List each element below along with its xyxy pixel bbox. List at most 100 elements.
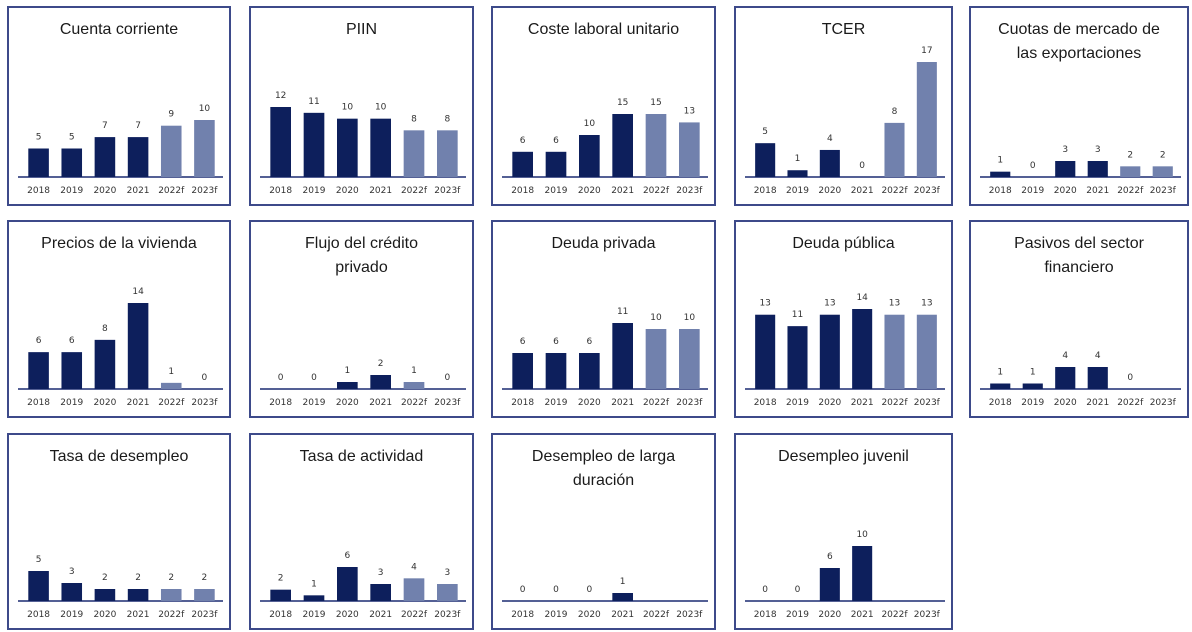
data-label: 6 bbox=[586, 337, 592, 347]
data-label: 8 bbox=[444, 114, 450, 124]
chart-title: PIIN bbox=[345, 21, 378, 38]
x-tick-label: 2021 bbox=[127, 186, 150, 196]
bar bbox=[1120, 166, 1141, 177]
x-tick-label: 2018 bbox=[269, 610, 292, 620]
data-label: 1 bbox=[997, 368, 1003, 378]
x-tick-label: 2018 bbox=[27, 398, 50, 408]
x-tick-label: 2022f bbox=[881, 398, 908, 408]
bar bbox=[337, 118, 358, 177]
data-label: 2 bbox=[1160, 150, 1166, 160]
x-tick-label: 2021 bbox=[611, 186, 634, 196]
data-label: 17 bbox=[921, 46, 932, 56]
data-label: 2 bbox=[378, 359, 384, 369]
bar bbox=[990, 383, 1011, 389]
bar-chart: 1 2018 0 2019 3 2020 3 2021 2 2022f 2 2023f bbox=[980, 145, 1181, 196]
bar-chart: 0 2018 0 2019 6 2020 10 2021 2022f 2023f bbox=[745, 530, 945, 620]
data-label: 11 bbox=[792, 310, 803, 320]
bar bbox=[819, 149, 840, 177]
x-tick-label: 2023f bbox=[676, 398, 703, 408]
bar bbox=[679, 329, 700, 389]
bar bbox=[852, 546, 873, 601]
bar bbox=[545, 353, 567, 389]
bar-chart: 0 2018 0 2019 0 2020 1 2021 2022f 2023f bbox=[502, 577, 708, 620]
chart-panel: Precios de la vivienda 6 2018 6 2019 8 2020 14 2… bbox=[7, 220, 231, 418]
bar-chart: 6 2018 6 2019 10 2020 15 2021 15 2022f 13 2023f bbox=[502, 98, 708, 196]
x-tick-label: 2021 bbox=[611, 610, 634, 620]
bar-chart: 5 2018 1 2019 4 2020 0 2021 8 2022f 17 2023f bbox=[745, 46, 945, 196]
x-tick-label: 2022f bbox=[881, 610, 908, 620]
bar bbox=[28, 571, 49, 601]
chart-panel: PIIN 12 2018 11 2019 10 2020 10 2021 8 2022f 8 2023f bbox=[249, 6, 474, 206]
bar bbox=[403, 130, 425, 177]
data-label: 6 bbox=[553, 337, 559, 347]
x-tick-label: 2021 bbox=[1086, 186, 1109, 196]
data-label: 7 bbox=[135, 121, 141, 131]
bar bbox=[160, 589, 182, 601]
bar bbox=[787, 326, 808, 389]
bar bbox=[787, 170, 808, 177]
x-tick-label: 2020 bbox=[818, 186, 841, 196]
data-label: 4 bbox=[411, 562, 417, 572]
x-tick-label: 2023f bbox=[191, 398, 218, 408]
x-tick-label: 2023f bbox=[434, 186, 461, 196]
x-tick-label: 2019 bbox=[545, 186, 568, 196]
x-tick-label: 2021 bbox=[369, 398, 392, 408]
bar bbox=[127, 137, 149, 177]
data-label: 2 bbox=[278, 574, 284, 584]
bar bbox=[370, 118, 391, 177]
data-label: 0 bbox=[1030, 161, 1036, 171]
data-label: 14 bbox=[132, 287, 144, 297]
x-tick-label: 2018 bbox=[754, 610, 777, 620]
chart-panel: Cuotas de mercado de las exportaciones 1 2… bbox=[969, 6, 1189, 206]
x-tick-label: 2018 bbox=[989, 186, 1012, 196]
chart-panel: Coste laboral unitario 6 2018 6 2019 10 2020 15… bbox=[491, 6, 716, 206]
x-tick-label: 2022f bbox=[643, 398, 670, 408]
x-tick-label: 2018 bbox=[269, 398, 292, 408]
bar bbox=[612, 323, 633, 389]
bar bbox=[545, 151, 567, 177]
data-label: 8 bbox=[411, 114, 417, 124]
x-tick-label: 2021 bbox=[611, 398, 634, 408]
bar bbox=[579, 135, 600, 177]
data-label: 6 bbox=[520, 337, 526, 347]
data-label: 13 bbox=[759, 299, 770, 309]
chart-title: Flujo del crédito privado bbox=[305, 235, 418, 276]
x-tick-label: 2020 bbox=[93, 610, 116, 620]
data-label: 15 bbox=[650, 98, 661, 108]
x-tick-label: 2018 bbox=[989, 398, 1012, 408]
x-tick-label: 2019 bbox=[545, 610, 568, 620]
bar bbox=[579, 353, 600, 389]
bar bbox=[916, 62, 937, 177]
x-tick-label: 2021 bbox=[369, 186, 392, 196]
data-label: 8 bbox=[892, 107, 898, 117]
data-label: 13 bbox=[684, 106, 695, 116]
data-label: 1 bbox=[1030, 368, 1036, 378]
chart-panel: Desempleo juvenil 0 2018 0 2019 6 2020 10 2021 20… bbox=[734, 433, 953, 630]
x-tick-label: 2020 bbox=[336, 610, 359, 620]
x-tick-label: 2020 bbox=[1054, 398, 1077, 408]
x-tick-label: 2021 bbox=[851, 398, 874, 408]
x-tick-label: 2023f bbox=[1150, 186, 1177, 196]
bar bbox=[194, 120, 215, 177]
x-tick-label: 2023f bbox=[434, 610, 461, 620]
bar bbox=[1055, 161, 1076, 177]
x-tick-label: 2019 bbox=[545, 398, 568, 408]
bar bbox=[1087, 161, 1108, 177]
data-label: 11 bbox=[308, 97, 319, 107]
x-tick-label: 2020 bbox=[578, 610, 601, 620]
data-label: 6 bbox=[553, 136, 559, 146]
data-label: 13 bbox=[824, 299, 835, 309]
bar-chart: 6 2018 6 2019 6 2020 11 2021 10 2022f 10 2023f bbox=[502, 307, 708, 408]
data-label: 2 bbox=[102, 573, 108, 583]
x-tick-label: 2022f bbox=[158, 186, 185, 196]
bar bbox=[679, 122, 700, 177]
x-tick-label: 2022f bbox=[401, 186, 428, 196]
data-label: 13 bbox=[921, 299, 932, 309]
bar bbox=[370, 584, 391, 601]
data-label: 5 bbox=[36, 555, 42, 565]
chart-title: Desempleo juvenil bbox=[778, 448, 909, 465]
data-label: 6 bbox=[36, 336, 42, 346]
data-label: 10 bbox=[650, 313, 662, 323]
chart-title: Precios de la vivienda bbox=[41, 235, 197, 252]
x-tick-label: 2018 bbox=[27, 610, 50, 620]
